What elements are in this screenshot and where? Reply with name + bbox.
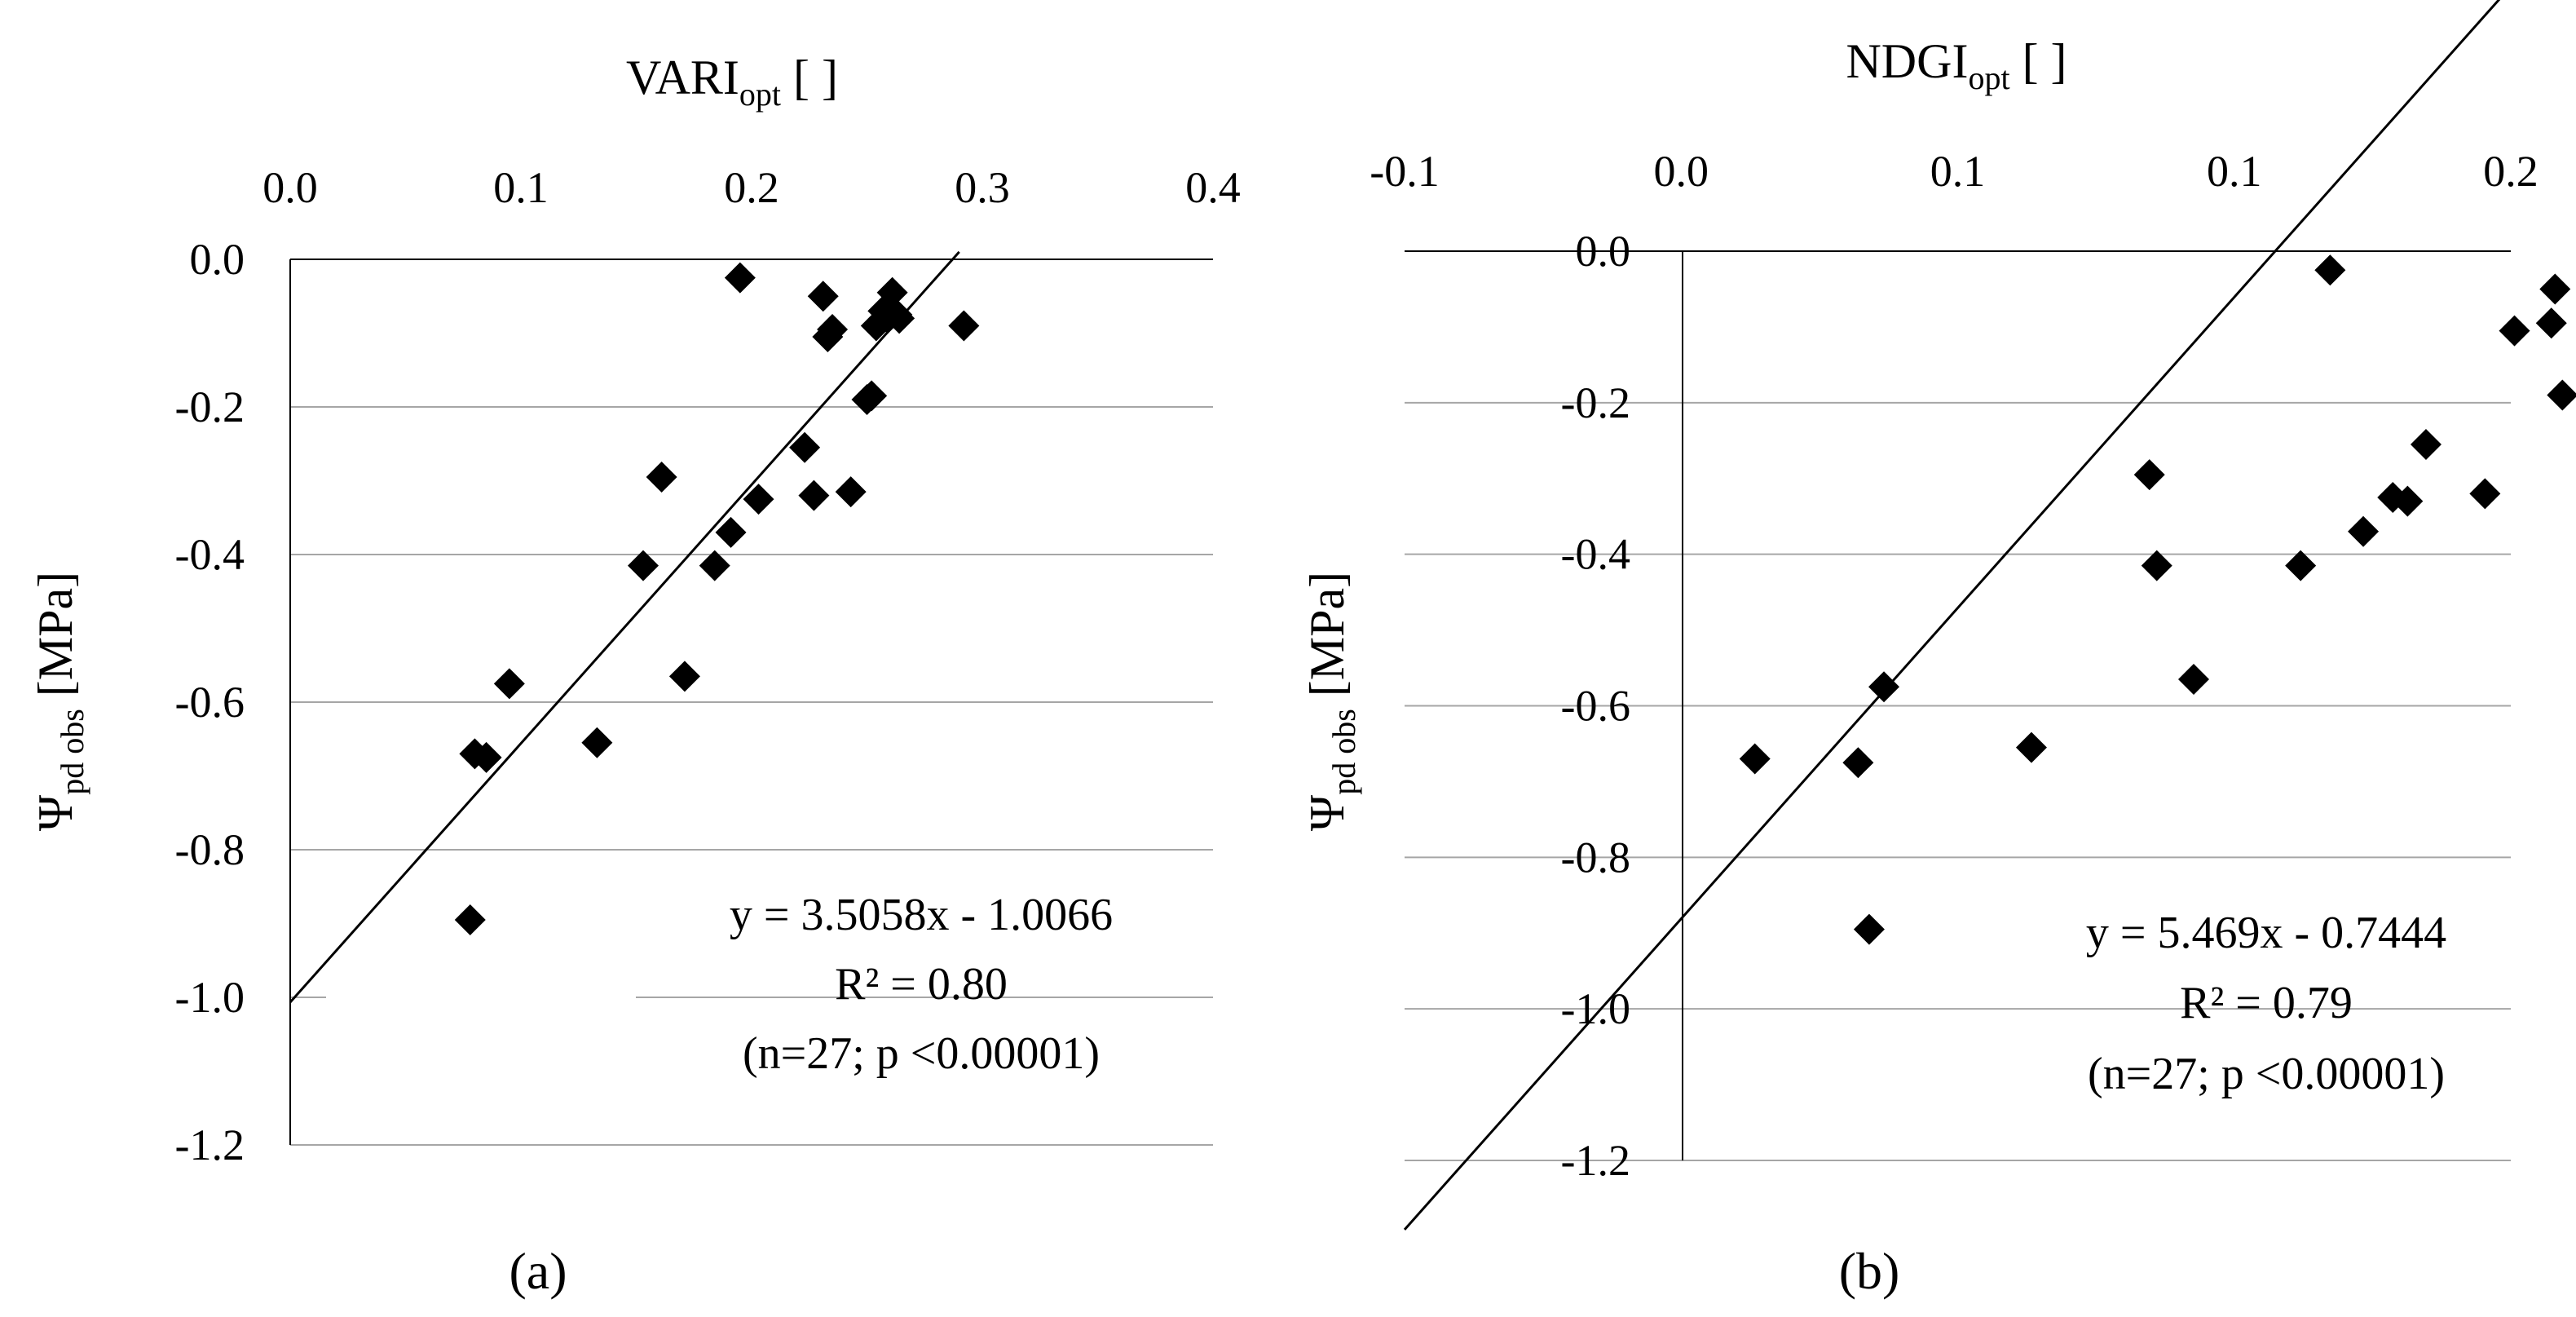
x-axis-title: NDGIopt [ ] <box>1846 34 2067 96</box>
chart-panel-b: -0.1 0.0 0.1 0.1 0.2 0.0 -0.2 -0.4 -0.6 -0.8 -1.0 -… <box>1300 0 2576 1300</box>
data-point-2 <box>470 741 502 773</box>
y-tick-label-2: -0.4 <box>175 530 245 579</box>
y-tick-label-5: -1.0 <box>175 973 245 1022</box>
data-point-26 <box>948 310 980 342</box>
x-tick-label-3: 0.1 <box>2207 147 2262 196</box>
x-axis-title: VARIopt [ ] <box>626 51 838 113</box>
data-point-9 <box>2314 254 2346 286</box>
annotation-line-1: R² = 0.79 <box>2180 978 2353 1028</box>
y-tick-label-0: 0.0 <box>1576 227 1631 276</box>
y-axis-title-part-2: [MPa] <box>1300 572 1354 709</box>
annotation-line-2: (n=27; p <0.00001) <box>743 1028 1100 1079</box>
y-tick-label-4: -0.8 <box>175 825 245 874</box>
y-axis-title: Ψpd obs [MPa] <box>1300 572 1362 831</box>
data-point-6 <box>2141 550 2172 581</box>
trendline <box>289 250 960 1003</box>
trendline <box>1403 0 2501 1231</box>
x-tick-label-4: 0.4 <box>1185 163 1241 212</box>
x-tick-label-1: 0.0 <box>1654 147 1709 196</box>
annotation-line-1: R² = 0.80 <box>835 959 1008 1010</box>
data-point-11 <box>743 484 774 515</box>
data-point-16 <box>817 313 849 345</box>
y-tick-label-4: -0.8 <box>1561 833 1630 882</box>
data-point-3 <box>1868 671 1900 703</box>
annotation-line-0: y = 3.5058x - 1.0066 <box>730 890 1113 940</box>
data-point-4 <box>2015 731 2047 763</box>
data-point-7 <box>2177 663 2209 695</box>
data-point-10 <box>724 262 756 294</box>
data-point-12 <box>789 431 821 463</box>
data-point-5 <box>627 550 659 581</box>
x-axis-title-part-1: opt <box>739 76 781 113</box>
data-point-4 <box>581 727 613 758</box>
annotation-background <box>326 988 636 1135</box>
data-point-6 <box>646 461 677 493</box>
data-point-13 <box>2410 428 2441 460</box>
y-tick-label-2: -0.4 <box>1561 530 1630 579</box>
data-point-15 <box>2499 315 2530 347</box>
data-point-2 <box>1853 913 1885 945</box>
data-point-17 <box>835 476 867 508</box>
data-point-8 <box>699 550 730 581</box>
data-point-12 <box>2392 485 2424 517</box>
x-axis-title-part-1: opt <box>1968 60 2009 96</box>
data-point-7 <box>668 661 700 692</box>
y-tick-label-0: 0.0 <box>190 235 245 284</box>
data-point-16 <box>2535 307 2567 339</box>
chart-panel-a: 0.0 0.1 0.2 0.3 0.4 0.0 -0.2 -0.4 -0.6 -0.8 -1.0 -1… <box>29 51 1241 1300</box>
data-point-14 <box>807 281 839 312</box>
data-point-23 <box>876 276 908 308</box>
annotation-line-2: (n=27; p <0.00001) <box>2088 1049 2445 1099</box>
x-tick-label-3: 0.3 <box>955 163 1010 212</box>
y-tick-label-3: -0.6 <box>1561 682 1630 731</box>
x-tick-label-4: 0.2 <box>2483 147 2539 196</box>
x-tick-label-2: 0.2 <box>724 163 779 212</box>
x-tick-label-1: 0.1 <box>493 163 549 212</box>
x-axis-title-part-0: NDGI <box>1846 34 1968 88</box>
panel-label: (a) <box>509 1242 567 1300</box>
y-axis-title-part-2: [MPa] <box>29 572 82 709</box>
x-tick-label-0: -0.1 <box>1370 147 1439 196</box>
x-tick-label-2: 0.1 <box>1930 147 1986 196</box>
data-point-8 <box>2285 550 2317 581</box>
y-axis-title-part-1: pd obs <box>54 709 90 795</box>
data-point-0 <box>1739 743 1771 775</box>
data-point-3 <box>493 668 525 700</box>
x-axis-title-part-0: VARI <box>626 51 739 104</box>
y-axis-title-part-0: Ψ <box>29 794 82 831</box>
data-point-10 <box>2348 515 2380 547</box>
data-point-5 <box>2133 459 2165 491</box>
annotation-line-0: y = 5.469x - 0.7444 <box>2086 908 2446 958</box>
y-axis-title-part-1: pd obs <box>1325 709 1362 795</box>
data-point-1 <box>1842 747 1874 779</box>
x-axis-title-part-2: [ ] <box>781 51 838 104</box>
y-tick-label-3: -0.6 <box>175 678 245 727</box>
x-tick-label-0: 0.0 <box>262 163 318 212</box>
data-point-0 <box>454 904 486 935</box>
y-tick-label-6: -1.2 <box>175 1120 245 1169</box>
data-point-25 <box>884 303 915 334</box>
data-point-19 <box>856 380 888 412</box>
y-axis-title-part-0: Ψ <box>1300 794 1354 831</box>
y-tick-label-1: -0.2 <box>1561 378 1630 427</box>
data-point-9 <box>715 516 747 548</box>
x-axis-title-part-2: [ ] <box>2010 34 2067 88</box>
y-tick-label-1: -0.2 <box>175 382 245 431</box>
data-point-17 <box>2539 273 2571 305</box>
y-tick-label-5: -1.0 <box>1561 984 1630 1033</box>
y-axis-title: Ψpd obs [MPa] <box>29 572 90 831</box>
panel-label: (b) <box>1839 1242 1900 1300</box>
y-tick-label-6: -1.2 <box>1561 1136 1630 1185</box>
data-point-14 <box>2469 478 2501 510</box>
data-point-18 <box>2547 379 2576 411</box>
data-point-13 <box>798 480 830 511</box>
